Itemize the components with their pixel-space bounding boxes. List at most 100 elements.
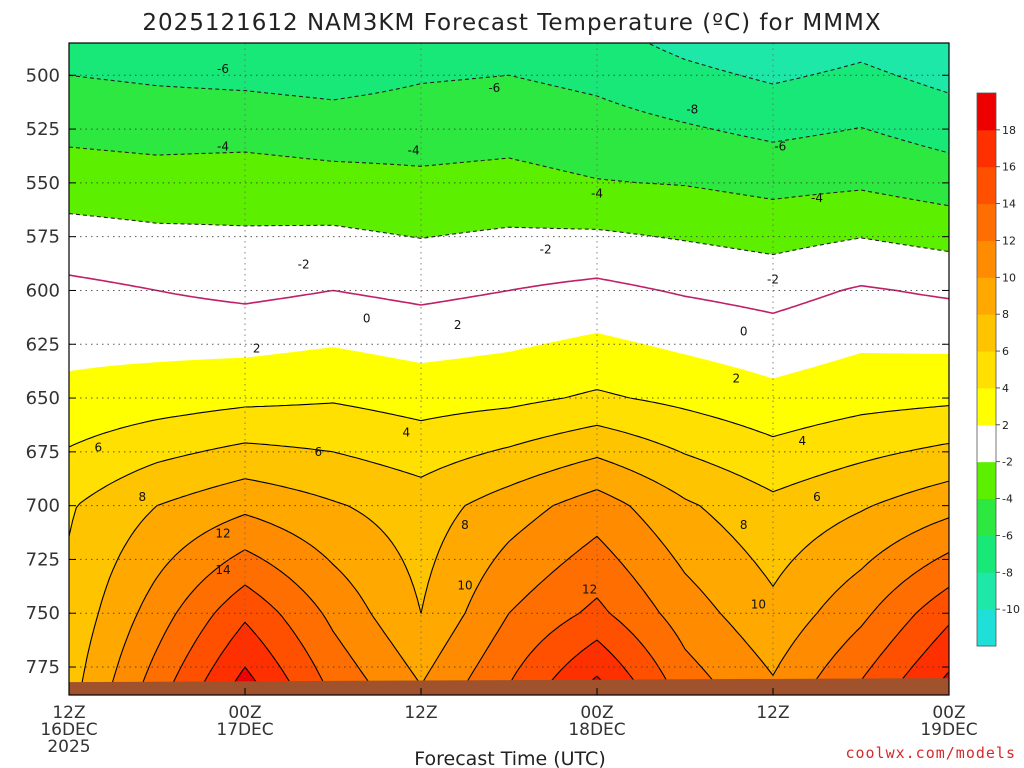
contour-label: 6 bbox=[315, 445, 323, 459]
colorbar-segment bbox=[977, 166, 996, 205]
contour-label: 2 bbox=[454, 318, 462, 332]
plot-area: -6 -6 -8 -4 -4 -6 -4 -4 -2 -2 -2 0 0 2 2 2 4 4 6 6 6 8 8 8 10 10 1… bbox=[69, 43, 949, 695]
x-tick-label: 12Z bbox=[756, 703, 789, 723]
colorbar-tick-label: 8 bbox=[1002, 308, 1009, 321]
contour-label: 0 bbox=[740, 324, 748, 338]
colorbar-tick-label: -6 bbox=[1002, 529, 1013, 542]
contour-label: 12 bbox=[215, 527, 230, 541]
contour-label: 0 bbox=[363, 311, 371, 325]
terrain-surface bbox=[69, 678, 949, 695]
isotherm-6 bbox=[69, 424, 949, 537]
contour-label: -4 bbox=[217, 139, 229, 153]
contour-label: 10 bbox=[751, 598, 766, 612]
contour-label: -6 bbox=[488, 81, 500, 95]
colorbar-segment bbox=[977, 609, 996, 647]
y-tick-label: 725 bbox=[26, 549, 60, 570]
y-tick-label: 550 bbox=[26, 173, 60, 194]
credit-text: coolwx.com/models bbox=[845, 744, 1016, 762]
x-tick-label: 00Z bbox=[228, 703, 261, 723]
contour-label: -8 bbox=[686, 103, 698, 117]
contour-label: 10 bbox=[457, 578, 472, 592]
colorbar-tick-label: -8 bbox=[1002, 566, 1013, 579]
x-tick-label: 12Z bbox=[404, 703, 437, 723]
colorbar-segment bbox=[977, 387, 996, 426]
y-tick-label: 750 bbox=[26, 603, 60, 624]
band-12 bbox=[138, 536, 949, 695]
contour-label: 6 bbox=[95, 441, 103, 455]
colorbar-segment bbox=[977, 93, 996, 131]
y-tick-label: 650 bbox=[26, 388, 60, 409]
colorbar-tick-label: 14 bbox=[1002, 198, 1016, 211]
colorbar-segment bbox=[977, 461, 996, 500]
y-tick-label: 525 bbox=[26, 119, 60, 140]
contour-label: -2 bbox=[767, 273, 779, 287]
x-tick-label: 17DEC bbox=[216, 720, 273, 740]
grid-lines bbox=[69, 43, 949, 695]
colorbar-segment bbox=[977, 240, 996, 278]
colorbar-tick-label: -10 bbox=[1002, 603, 1020, 616]
colorbar-segment bbox=[977, 535, 996, 573]
y-tick-label: 700 bbox=[26, 496, 60, 517]
isotherm-8 bbox=[79, 456, 949, 695]
isotherm-4 bbox=[69, 389, 949, 448]
colorbar-segment bbox=[977, 203, 996, 241]
contour-label: 8 bbox=[461, 518, 469, 532]
colorbar-tick-label: 12 bbox=[1002, 234, 1016, 247]
colorbar-segment bbox=[977, 314, 996, 352]
contour-label: -2 bbox=[298, 258, 310, 272]
temperature-bands bbox=[69, 43, 949, 695]
colorbar-tick-label: 4 bbox=[1002, 382, 1009, 395]
contour-label: 8 bbox=[740, 518, 748, 532]
x-tick-label: 16DEC bbox=[40, 720, 97, 740]
colorbar: -10 -8 -6 -4 -2 2 4 6 8 10 12 14 16 18 bbox=[976, 92, 1020, 647]
colorbar-frame bbox=[976, 92, 997, 647]
isotherm--4 bbox=[69, 146, 949, 207]
x-tick-label: 19DEC bbox=[920, 720, 977, 740]
colorbar-segment bbox=[977, 498, 996, 536]
chart-title: 2025121612 NAM3KM Forecast Temperature (… bbox=[142, 10, 881, 36]
colorbar-tick-label: 18 bbox=[1002, 124, 1016, 137]
colorbar-tick-label: 16 bbox=[1002, 161, 1016, 174]
colorbar-segment bbox=[977, 129, 996, 168]
contour-label: 8 bbox=[139, 490, 147, 504]
contour-label: 4 bbox=[799, 434, 807, 448]
contour-label: 6 bbox=[813, 490, 821, 504]
y-tick-label: 675 bbox=[26, 442, 60, 463]
band-14 bbox=[167, 585, 949, 695]
x-tick-label: 00Z bbox=[580, 703, 613, 723]
x-tick-label: 00Z bbox=[932, 703, 965, 723]
colorbar-tick-label: -4 bbox=[1002, 493, 1013, 506]
colorbar-segment bbox=[977, 277, 996, 315]
contour-label: -2 bbox=[540, 243, 552, 257]
x-tick-label: 12Z bbox=[52, 703, 85, 723]
colorbar-tick-label: 10 bbox=[1002, 271, 1016, 284]
contour-label: 2 bbox=[253, 342, 261, 356]
contour-label: -4 bbox=[811, 191, 823, 205]
contour-label: -6 bbox=[217, 62, 229, 76]
isotherm-16 bbox=[196, 621, 949, 695]
y-tick-label: 575 bbox=[26, 227, 60, 248]
y-tick-label: 625 bbox=[26, 334, 60, 355]
contour-label: 14 bbox=[215, 563, 230, 577]
contour-label: 4 bbox=[403, 425, 411, 439]
colorbar-segment bbox=[977, 572, 996, 610]
contour-label: -4 bbox=[591, 187, 603, 201]
colorbar-tick-label: -2 bbox=[1002, 456, 1013, 469]
colorbar-segment bbox=[977, 351, 996, 389]
contour-label: 12 bbox=[582, 583, 597, 597]
contour-labels: -6 -6 -8 -4 -4 -6 -4 -4 -2 -2 -2 0 0 2 2 2 4 4 6 6 6 8 8 8 10 10 1… bbox=[95, 62, 823, 612]
y-tick-label: 775 bbox=[26, 657, 60, 678]
isotherm-10 bbox=[108, 489, 949, 695]
x-tick-label: 18DEC bbox=[568, 720, 625, 740]
colorbar-tick-label: 2 bbox=[1002, 419, 1009, 432]
contour-label: -4 bbox=[408, 144, 420, 158]
x-axis-label: Forecast Time (UTC) bbox=[414, 748, 605, 768]
plot-frame bbox=[68, 42, 950, 696]
colorbar-segment bbox=[977, 424, 996, 463]
x-tick-label: 2025 bbox=[47, 737, 90, 757]
y-tick-label: 600 bbox=[26, 280, 60, 301]
contour-label: 2 bbox=[733, 372, 741, 386]
